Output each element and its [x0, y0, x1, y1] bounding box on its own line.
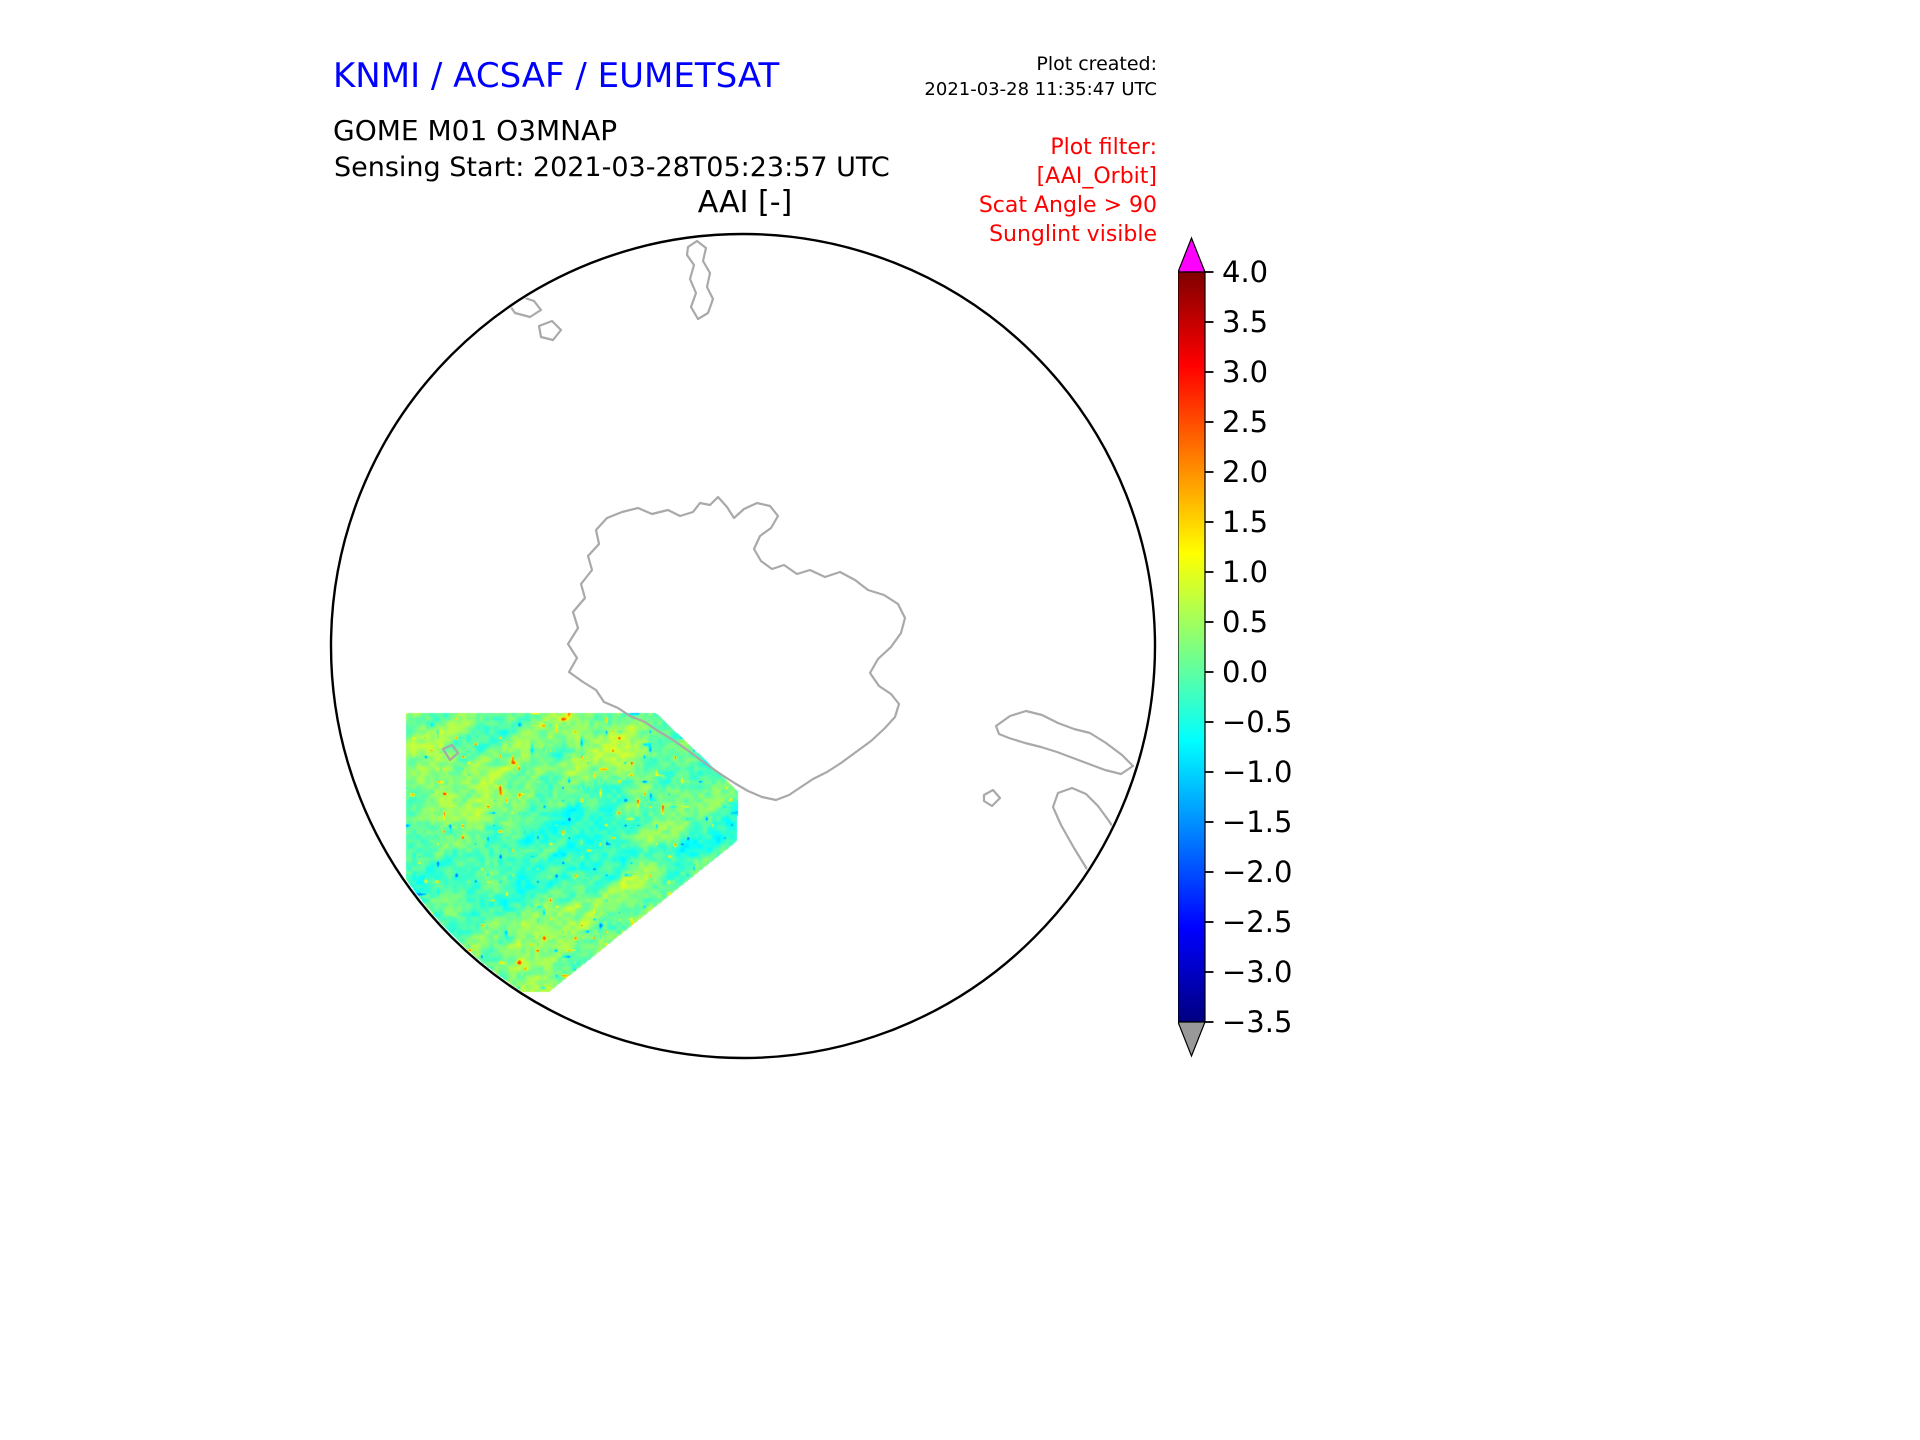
- colorbar-tick-label: −2.5: [1222, 905, 1292, 939]
- colorbar-tick-label: 0.0: [1222, 655, 1268, 689]
- colorbar-gradient-bar: [1178, 271, 1206, 1023]
- coastline-path: [537, 319, 563, 342]
- colorbar-ticks: 4.0 3.5 3.0 2.5 2.0 1.5 1.0 0.5 0.0 −0.5 −1.0 −1.5 −…: [1205, 255, 1292, 1039]
- coastline-path: [685, 239, 715, 321]
- colorbar-under-arrow: [1178, 1021, 1206, 1058]
- colorbar-tick-label: −2.0: [1222, 855, 1292, 889]
- colorbar-tick-label: −0.5: [1222, 705, 1292, 739]
- colorbar: 4.0 3.5 3.0 2.5 2.0 1.5 1.0 0.5 0.0 −0.5 −1.0 −1.5 −…: [1178, 236, 1292, 1058]
- colorbar-tick-label: 0.5: [1222, 605, 1268, 639]
- colorbar-tick-label: 2.5: [1222, 405, 1268, 439]
- coastline-path: [566, 495, 907, 802]
- coastline-path: [441, 743, 460, 762]
- colorbar-tick-label: −3.0: [1222, 955, 1292, 989]
- coastline-path: [506, 295, 543, 319]
- colorbar-tick-label: −3.5: [1222, 1005, 1292, 1039]
- colorbar-tick-label: 1.5: [1222, 505, 1268, 539]
- coastline-path: [994, 709, 1135, 776]
- colorbar-tick-label: 3.0: [1222, 355, 1268, 389]
- colorbar-tick-label: −1.0: [1222, 755, 1292, 789]
- colorbar-tick-label: 1.0: [1222, 555, 1268, 589]
- colorbar-tick-label: 2.0: [1222, 455, 1268, 489]
- coastline-path: [982, 788, 1002, 808]
- coastlines: [441, 239, 1153, 946]
- colorbar-tick-label: −1.5: [1222, 805, 1292, 839]
- colorbar-over-arrow: [1178, 236, 1206, 273]
- map-boundary-circle: [329, 232, 1157, 1060]
- colorbar-tick-label: 3.5: [1222, 305, 1268, 339]
- colorbar-tick-label: 4.0: [1222, 255, 1268, 289]
- coastline-path: [1051, 786, 1153, 946]
